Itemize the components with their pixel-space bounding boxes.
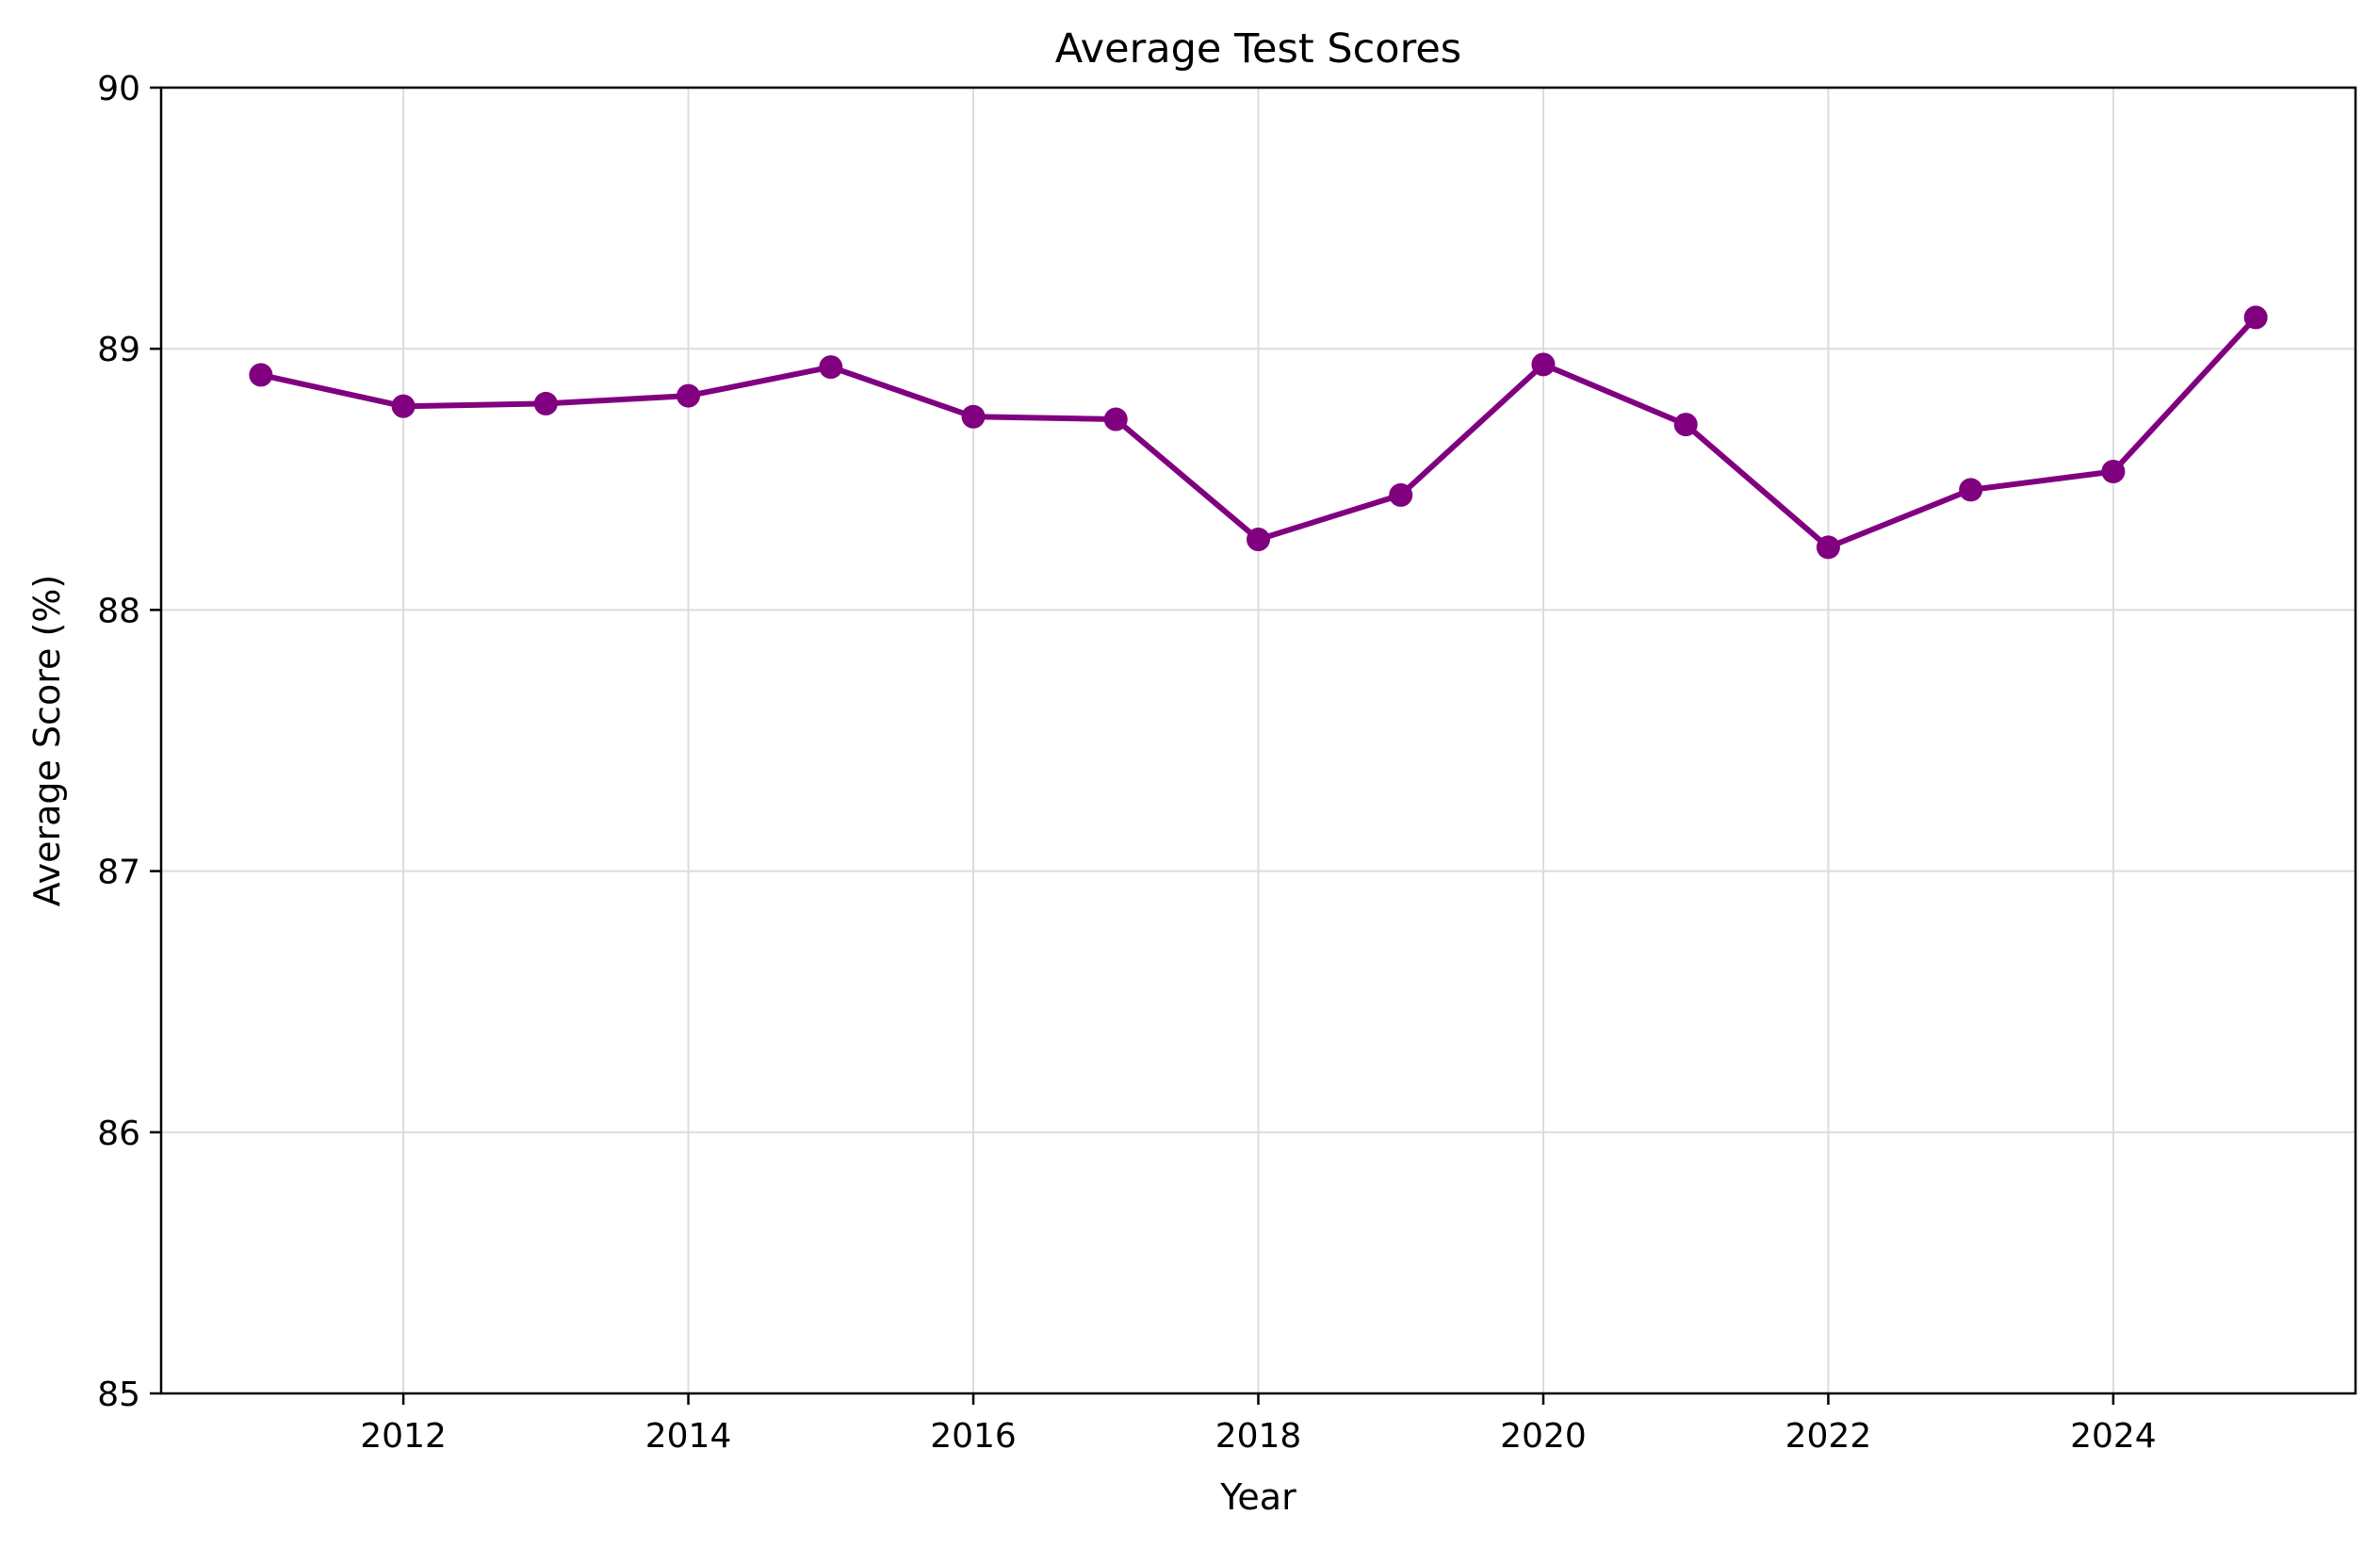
data-point — [533, 391, 558, 415]
y-tick-label: 85 — [97, 1376, 140, 1414]
data-point — [2243, 305, 2268, 330]
x-tick-label: 2020 — [1500, 1417, 1587, 1456]
data-point — [1531, 352, 1556, 377]
y-tick-label: 90 — [97, 70, 140, 108]
x-tick-label: 2022 — [1785, 1417, 1872, 1456]
y-tick-label: 89 — [97, 331, 140, 369]
data-point — [1389, 482, 1413, 507]
data-point — [391, 394, 416, 418]
data-point — [249, 363, 273, 387]
y-axis-label: Average Score (%) — [26, 575, 68, 906]
x-tick-label: 2014 — [645, 1417, 732, 1456]
y-tick-label: 87 — [97, 854, 140, 892]
x-tick-label: 2012 — [360, 1417, 447, 1456]
data-point — [961, 404, 986, 429]
data-point — [1673, 413, 1698, 437]
data-point — [1816, 535, 1840, 560]
x-tick-label: 2024 — [2070, 1417, 2157, 1456]
data-point — [819, 355, 843, 380]
data-point — [2101, 459, 2126, 483]
data-point — [1247, 528, 1270, 552]
series-layer — [249, 305, 2268, 560]
data-point — [1103, 407, 1128, 432]
y-tick-label: 86 — [97, 1115, 140, 1153]
x-tick-label: 2016 — [930, 1417, 1017, 1456]
x-axis-label: Year — [1219, 1476, 1296, 1518]
x-tick-label: 2018 — [1215, 1417, 1302, 1456]
axis-ticks: 2012 2014 2016 2018 2020 2022 2024 85 86 87 88 89 90 — [97, 70, 2157, 1456]
chart-title: Average Test Scores — [1055, 25, 1461, 73]
y-tick-label: 88 — [97, 592, 140, 630]
data-point — [1959, 478, 1983, 502]
data-point — [677, 383, 701, 408]
